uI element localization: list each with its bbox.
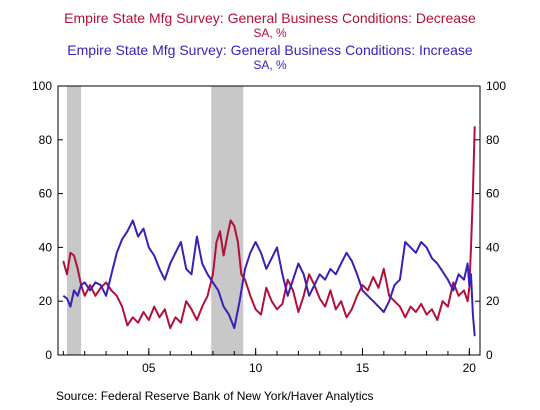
- y-tick-label-left-80: 80: [39, 133, 53, 147]
- x-tick-label-05: 05: [142, 361, 156, 375]
- chart-unit-increase: SA, %: [253, 58, 287, 72]
- y-tick-label-right-40: 40: [486, 240, 500, 254]
- chart-unit-decrease: SA, %: [253, 26, 287, 40]
- x-tick-label-20: 20: [463, 361, 477, 375]
- plot-frame: [57, 85, 481, 356]
- y-tick-label-right-80: 80: [486, 133, 500, 147]
- y-tick-label-left-20: 20: [39, 294, 53, 308]
- y-tick-label-right-60: 60: [486, 187, 500, 201]
- y-tick-label-right-100: 100: [486, 79, 506, 93]
- y-axis-right: 0 20 40 60 80 100: [475, 79, 506, 362]
- series-line-decrease: [62, 126, 476, 330]
- y-tick-label-right-0: 0: [486, 348, 493, 362]
- recession-shading: [66, 86, 244, 355]
- source-note: Source: Federal Reserve Bank of New York…: [56, 389, 374, 403]
- y-axis-left: 0 20 40 60 80 100: [32, 79, 63, 362]
- series-line-increase: [62, 219, 476, 337]
- y-tick-label-left-0: 0: [45, 348, 52, 362]
- chart-title-decrease: Empire State Mfg Survey: General Busines…: [64, 10, 476, 26]
- y-tick-label-left-100: 100: [32, 79, 52, 93]
- y-tick-label-left-40: 40: [39, 240, 53, 254]
- y-tick-label-right-20: 20: [486, 294, 500, 308]
- series-layer: [62, 126, 476, 337]
- chart-title-increase: Empire State Mfg Survey: General Busines…: [67, 42, 473, 58]
- recession-band-1: [66, 86, 82, 355]
- y-tick-label-left-60: 60: [39, 187, 53, 201]
- recession-band-2: [211, 86, 244, 355]
- x-tick-label-10: 10: [249, 361, 263, 375]
- x-axis: 05 10 15 20: [62, 348, 477, 375]
- x-tick-label-15: 15: [356, 361, 370, 375]
